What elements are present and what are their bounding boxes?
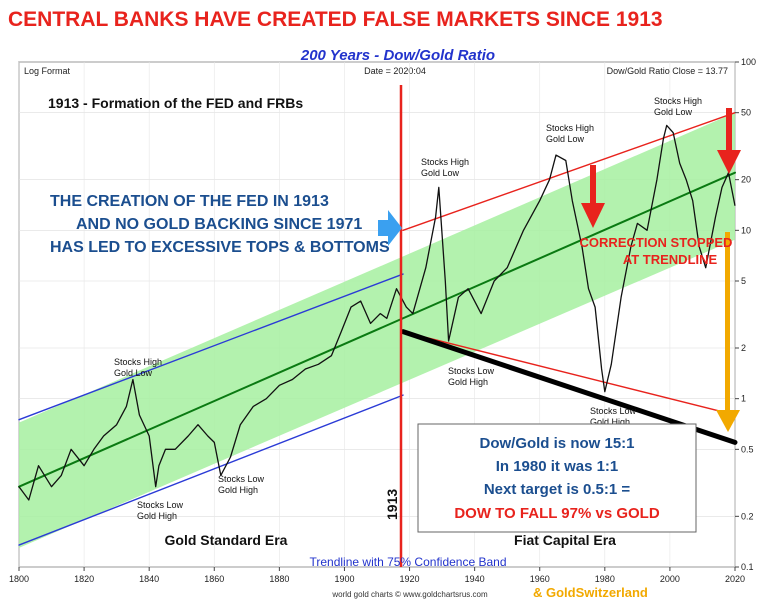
gold-high-label: Gold High [590, 417, 630, 427]
x-tick-label: 1860 [204, 574, 224, 584]
stocks-high-label: Stocks High [654, 96, 702, 106]
x-tick-label: 1880 [269, 574, 289, 584]
y-axis-ticks: 0.1 0.2 0.5 1 2 5 10 20 50 100 [735, 57, 756, 572]
dow-gold-ratio-line [18, 124, 736, 501]
credit-label: & GoldSwitzerland [533, 585, 648, 600]
y-tick-label: 2 [741, 343, 746, 353]
info-line-4: DOW TO FALL 97% vs GOLD [454, 505, 659, 522]
era-right-label: Fiat Capital Era [514, 532, 616, 548]
down-arrow-icon [717, 108, 741, 174]
fed-formation-label: 1913 - Formation of the FED and FRBs [48, 95, 303, 111]
gold-high-label: Gold High [218, 485, 258, 495]
x-tick-label: 2000 [660, 574, 680, 584]
x-tick-label: 1900 [334, 574, 354, 584]
trend-line [18, 171, 736, 488]
close-label: Dow/Gold Ratio Close = 13.77 [607, 66, 728, 76]
info-line-1: Dow/Gold is now 15:1 [479, 435, 634, 452]
x-axis-ticks: 1800 1820 1840 1860 1880 1900 1920 1940 1960 1980… [9, 567, 745, 584]
red-upper-line [402, 111, 736, 232]
fed-year-label: 1913 [384, 489, 400, 520]
x-tick-label: 1940 [465, 574, 485, 584]
trendline-note: Trendline with 75% Confidence Band [309, 555, 506, 569]
gold-low-label: Gold Low [114, 368, 153, 378]
y-tick-label: 20 [741, 175, 751, 185]
y-tick-label: 0.5 [741, 444, 754, 454]
source-label: world gold charts © www.goldchartsrus.co… [331, 590, 488, 599]
y-tick-label: 100 [741, 57, 756, 67]
x-tick-label: 1980 [595, 574, 615, 584]
info-box [417, 423, 697, 533]
y-tick-label: 50 [741, 108, 751, 118]
stocks-high-label: Stocks High [546, 123, 594, 133]
stocks-high-label: Stocks High [421, 157, 469, 167]
gold-high-label: Gold High [137, 511, 177, 521]
correction-label-2: AT TRENDLINE [623, 252, 718, 267]
page-title: CENTRAL BANKS HAVE CREATED FALSE MARKETS… [8, 8, 663, 31]
blue-lower-line [18, 394, 404, 546]
y-tick-label: 0.1 [741, 562, 754, 572]
y-tick-label: 1 [741, 394, 746, 404]
stocks-low-label: Stocks Low [448, 366, 495, 376]
x-tick-label: 1920 [400, 574, 420, 584]
callout-line-1: THE CREATION OF THE FED IN 1913 [50, 193, 329, 210]
stocks-high-label: Stocks High [114, 357, 162, 367]
y-tick-label: 0.2 [741, 511, 754, 521]
log-format-label: Log Format [24, 66, 71, 76]
blue-upper-line [18, 273, 404, 421]
ratio-series [18, 124, 736, 501]
red-lower-line [402, 330, 736, 416]
y-tick-label: 5 [741, 276, 746, 286]
chart-subtitle: 200 Years - Dow/Gold Ratio [300, 47, 495, 64]
x-tick-label: 2020 [725, 574, 745, 584]
callout-line-2: AND NO GOLD BACKING SINCE 1971 [76, 216, 362, 233]
target-arrow-icon [716, 232, 740, 432]
stocks-low-label: Stocks Low [218, 474, 265, 484]
x-tick-label: 1800 [9, 574, 29, 584]
x-tick-label: 1960 [530, 574, 550, 584]
date-label: Date = 2020:04 [364, 66, 426, 76]
info-line-2: In 1980 it was 1:1 [496, 458, 619, 475]
x-tick-label: 1840 [139, 574, 159, 584]
correction-label-1: CORRECTION STOPPED [580, 235, 733, 250]
y-tick-label: 10 [741, 225, 751, 235]
gold-low-label: Gold Low [654, 107, 693, 117]
info-line-3: Next target is 0.5:1 = [484, 481, 631, 498]
x-tick-label: 1820 [74, 574, 94, 584]
gold-low-label: Gold Low [421, 168, 460, 178]
callout-line-3: HAS LED TO EXCESSIVE TOPS & BOTTOMS [50, 239, 390, 256]
gold-high-label: Gold High [448, 377, 488, 387]
gold-low-label: Gold Low [546, 134, 585, 144]
stocks-low-label: Stocks Low [590, 406, 637, 416]
callout-arrow-icon [378, 210, 402, 246]
stocks-low-label: Stocks Low [137, 500, 184, 510]
era-left-label: Gold Standard Era [165, 532, 288, 548]
down-arrow-icon [581, 165, 605, 228]
